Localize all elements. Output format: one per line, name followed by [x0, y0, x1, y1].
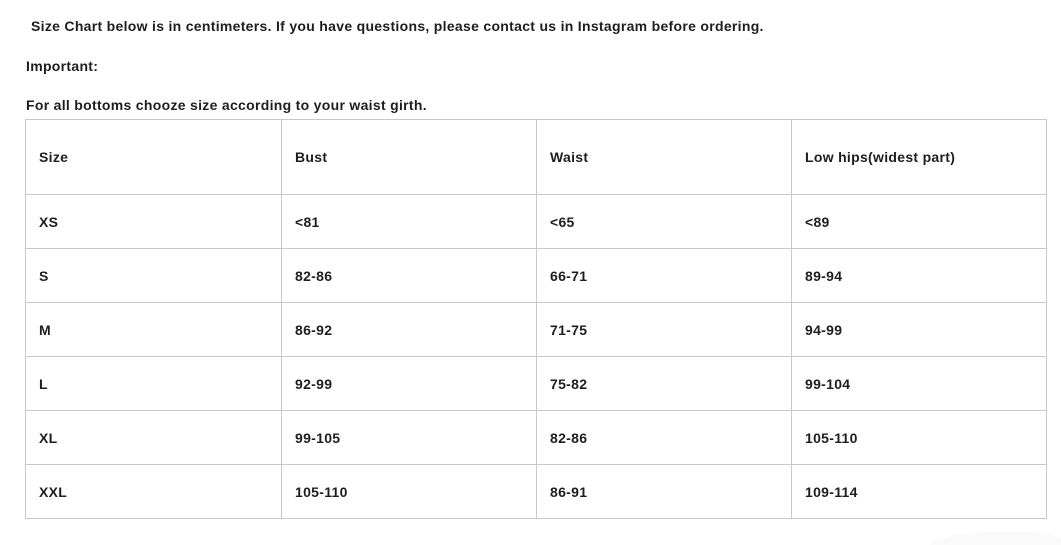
table-cell: 99-104 [791, 356, 1047, 411]
table-cell: 105-110 [281, 464, 537, 519]
table-cell: 89-94 [791, 248, 1047, 303]
table-cell: 86-92 [281, 302, 537, 357]
table-row: XL 99-105 82-86 105-110 [25, 410, 1047, 465]
column-header-bust: Bust [281, 119, 537, 195]
table-cell: L [25, 356, 282, 411]
table-cell: 92-99 [281, 356, 537, 411]
intro-bottoms-note: For all bottoms chooze size according to… [26, 97, 427, 113]
intro-important-label: Important: [26, 58, 99, 74]
table-cell: <65 [536, 194, 792, 249]
size-chart-table: Size Bust Waist Low hips(widest part) XS… [25, 119, 1047, 519]
table-row: XXL 105-110 86-91 109-114 [25, 464, 1047, 519]
table-cell: 99-105 [281, 410, 537, 465]
size-chart-header-row: Size Bust Waist Low hips(widest part) [25, 119, 1047, 195]
table-cell: <81 [281, 194, 537, 249]
bottom-edge-image-fragment [930, 532, 1061, 545]
table-cell: 71-75 [536, 302, 792, 357]
table-cell: 94-99 [791, 302, 1047, 357]
table-cell: <89 [791, 194, 1047, 249]
table-cell: 86-91 [536, 464, 792, 519]
table-cell: 82-86 [281, 248, 537, 303]
size-chart-page: Size Chart below is in centimeters. If y… [25, 18, 1047, 519]
table-row: S 82-86 66-71 89-94 [25, 248, 1047, 303]
table-cell: M [25, 302, 282, 357]
table-cell: 66-71 [536, 248, 792, 303]
intro-units-note: Size Chart below is in centimeters. If y… [31, 18, 764, 34]
column-header-waist: Waist [536, 119, 792, 195]
size-chart-body: XS <81 <65 <89 S 82-86 66-71 89-94 M 86-92 71-75 94… [25, 194, 1047, 519]
table-row: L 92-99 75-82 99-104 [25, 356, 1047, 411]
table-row: M 86-92 71-75 94-99 [25, 302, 1047, 357]
table-cell: S [25, 248, 282, 303]
table-cell: 82-86 [536, 410, 792, 465]
table-cell: XL [25, 410, 282, 465]
table-row: XS <81 <65 <89 [25, 194, 1047, 249]
table-cell: XXL [25, 464, 282, 519]
column-header-size: Size [25, 119, 282, 195]
table-cell: XS [25, 194, 282, 249]
column-header-low-hips: Low hips(widest part) [791, 119, 1047, 195]
table-cell: 105-110 [791, 410, 1047, 465]
table-cell: 75-82 [536, 356, 792, 411]
table-cell: 109-114 [791, 464, 1047, 519]
